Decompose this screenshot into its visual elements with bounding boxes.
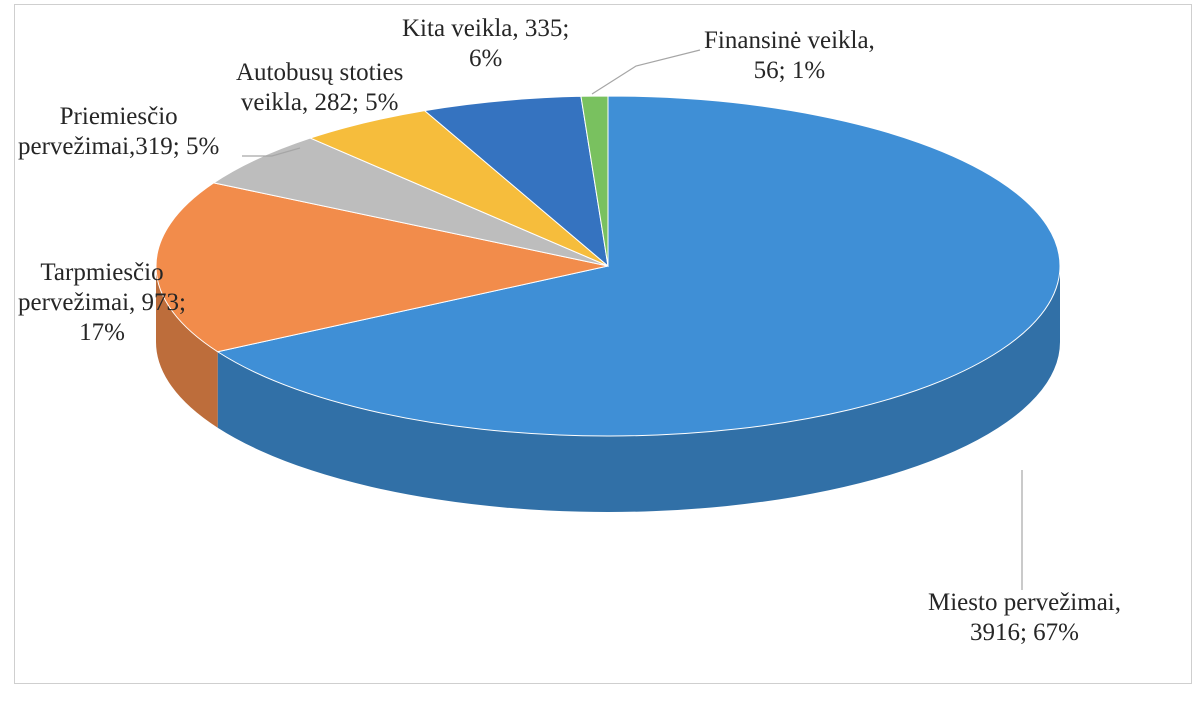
pie-slices [155, 95, 1061, 437]
label-kita: Kita veikla, 335; 6% [402, 15, 570, 72]
leader-lines [242, 49, 1023, 590]
label-priemiescio: Priemiesčio pervežimai,319; 5% [18, 103, 220, 160]
pie-depth [156, 266, 1060, 512]
slice-finansine-veikla [580, 95, 609, 267]
slice-side-miesto-pervezimai [217, 266, 1060, 512]
leader-line-priemiescio [242, 147, 301, 157]
slice-kita-veikla [423, 95, 609, 268]
label-autobusu: Autobusų stoties veikla, 282; 5% [236, 59, 404, 116]
leader-line-finansine [591, 49, 701, 95]
slice-priemiescio-pervezimai [212, 137, 609, 267]
label-finansine: Finansinė veikla, 56; 1% [704, 27, 875, 84]
label-miesto: Miesto pervežimai, 3916; 67% [928, 589, 1121, 646]
slice-miesto-pervezimai [216, 95, 1061, 437]
slice-tarpmiescio-pervezimai [155, 182, 609, 353]
slice-side-tarpmiescio-pervezimai [156, 266, 218, 428]
label-tarpmiescio: Tarpmiesčio pervežimai, 973; 17% [18, 259, 186, 346]
